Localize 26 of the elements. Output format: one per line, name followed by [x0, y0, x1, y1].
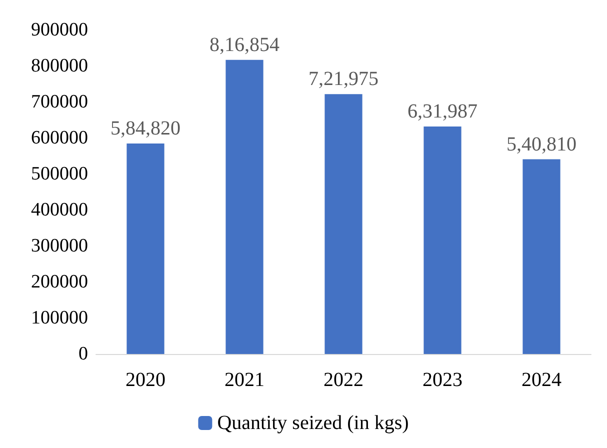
legend-label: Quantity seized (in kgs): [217, 412, 409, 434]
x-tick-label: 2024: [522, 369, 562, 391]
y-tick-label: 100000: [31, 308, 88, 328]
x-tick-label: 2022: [324, 369, 364, 391]
bar: [126, 143, 164, 354]
y-tick-label: 600000: [31, 128, 88, 148]
y-tick-label: 500000: [31, 164, 88, 184]
data-label: 5,84,820: [110, 117, 180, 140]
y-tick-label: 700000: [31, 92, 88, 112]
y-tick-label: 400000: [31, 200, 88, 220]
bar: [226, 60, 264, 354]
x-tick-label: 2021: [224, 369, 264, 391]
y-tick-label: 900000: [31, 20, 88, 40]
y-tick-label: 0: [78, 344, 88, 364]
data-label: 5,40,810: [506, 133, 576, 156]
data-label: 6,31,987: [408, 100, 478, 122]
y-tick-label: 800000: [31, 56, 88, 76]
y-tick-label: 200000: [31, 272, 88, 292]
data-label: 8,16,854: [210, 34, 280, 56]
bar: [522, 159, 560, 354]
data-label: 7,21,975: [308, 68, 378, 90]
x-tick-label: 2023: [422, 369, 462, 391]
bar: [324, 94, 362, 354]
x-tick-label: 2020: [126, 369, 166, 391]
y-tick-label: 300000: [31, 236, 88, 256]
bar: [424, 126, 462, 354]
